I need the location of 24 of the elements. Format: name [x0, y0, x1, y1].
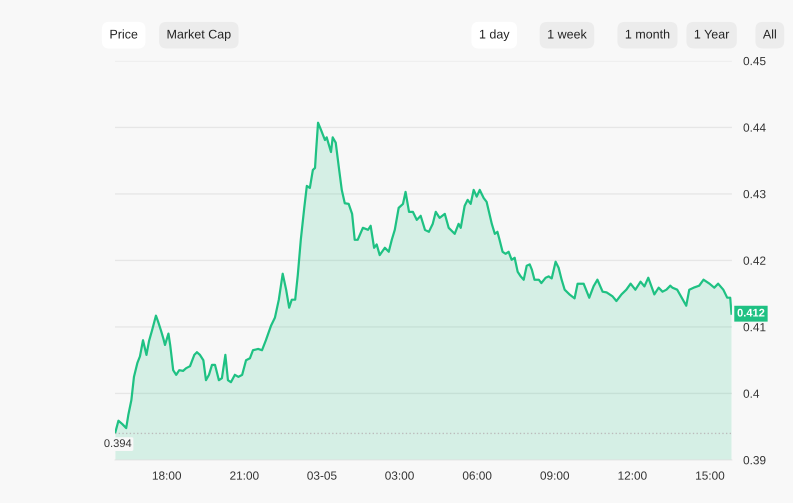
y-tick-label: 0.44	[744, 123, 766, 132]
text: Market Cap	[168, 29, 231, 42]
x-tick-label: 06:00	[462, 471, 492, 480]
x-tick-label: 09:00	[540, 471, 570, 480]
y-tick-label: 0.4	[744, 390, 760, 398]
text: 1 month	[626, 29, 670, 39]
text: 1 day	[480, 29, 510, 42]
y-tick-label: 0.45	[744, 56, 766, 66]
x-tick-label: 03:00	[385, 471, 414, 480]
x-tick-label: 15:00	[696, 471, 724, 480]
text: 1 Year	[694, 30, 730, 39]
annotation: 0.412	[738, 308, 764, 317]
x-tick-label: 12:00	[618, 471, 647, 480]
ref-line-label: 0.394	[104, 439, 132, 448]
y-tick-label: 0.43	[744, 190, 766, 198]
text: Price	[110, 29, 138, 39]
x-tick-label: 18:00	[152, 471, 182, 480]
y-tick-label: 0.41	[744, 322, 766, 332]
text: 1 week	[548, 29, 587, 39]
x-tick-label: 03-05	[307, 471, 337, 480]
y-tick-label: 0.39	[744, 456, 766, 464]
text: All	[762, 29, 776, 38]
x-tick-label: 21:00	[230, 471, 259, 480]
y-tick-label: 0.42	[744, 256, 766, 265]
